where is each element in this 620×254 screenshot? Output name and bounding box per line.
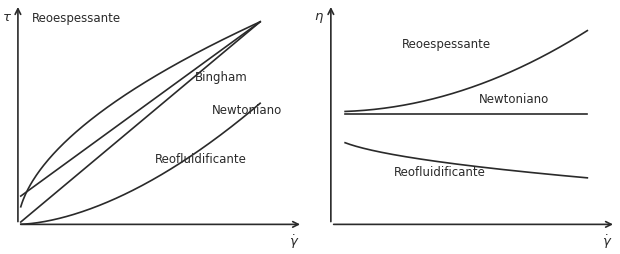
- Text: $\eta$: $\eta$: [314, 11, 324, 25]
- Text: Newtoniano: Newtoniano: [479, 93, 549, 106]
- Text: Reoespessante: Reoespessante: [32, 12, 122, 25]
- Text: $\dot{\gamma}$: $\dot{\gamma}$: [289, 233, 299, 251]
- Text: Reoespessante: Reoespessante: [402, 38, 491, 51]
- Text: Reofluidificante: Reofluidificante: [394, 166, 485, 179]
- Text: $\tau$: $\tau$: [1, 11, 12, 24]
- Text: Reofluidificante: Reofluidificante: [155, 153, 247, 166]
- Text: Newtoniano: Newtoniano: [211, 104, 282, 117]
- Text: Bingham: Bingham: [195, 71, 247, 84]
- Text: $\dot{\gamma}$: $\dot{\gamma}$: [602, 233, 613, 251]
